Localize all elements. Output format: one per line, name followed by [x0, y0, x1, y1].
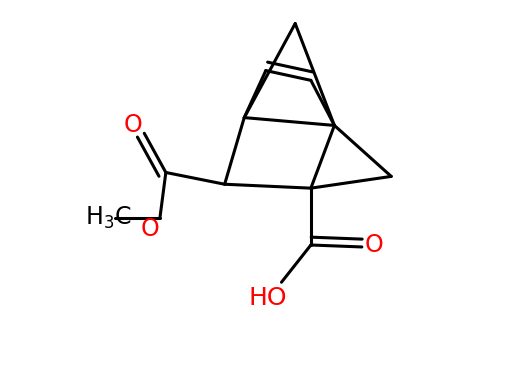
Text: H$_3$C: H$_3$C [86, 205, 132, 230]
Text: HO: HO [248, 286, 287, 310]
Text: O: O [141, 217, 160, 241]
Text: O: O [364, 233, 383, 257]
Text: O: O [123, 113, 142, 138]
